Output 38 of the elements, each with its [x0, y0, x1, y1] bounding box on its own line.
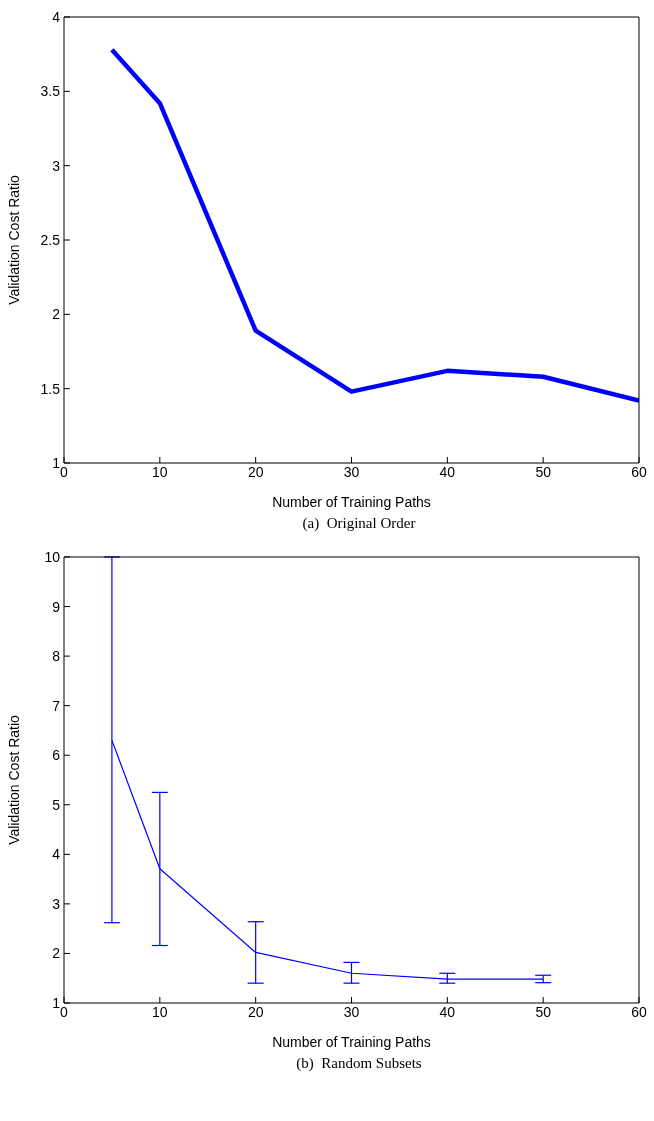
- x-tick-label: 60: [631, 1003, 647, 1020]
- y-tick-label: 1.5: [40, 380, 61, 397]
- y-axis-title: Validation Cost Ratio: [5, 174, 22, 305]
- x-tick-label: 50: [535, 463, 552, 480]
- x-axis-title: Number of Training Paths: [272, 494, 431, 510]
- y-tick-label: 10: [44, 548, 61, 565]
- x-tick-label: 30: [343, 463, 360, 480]
- x-tick-label: 30: [343, 1003, 360, 1020]
- x-tick-label: 40: [439, 1003, 456, 1020]
- y-tick-label: 2: [52, 945, 61, 962]
- y-tick-label: 5: [52, 796, 61, 813]
- y-tick-label: 3: [52, 895, 61, 912]
- y-tick-label: 7: [52, 697, 61, 714]
- y-tick-label: 8: [52, 648, 61, 665]
- x-tick-label: 10: [152, 463, 168, 480]
- y-tick-label: 3.5: [40, 83, 61, 100]
- x-tick-label: 60: [631, 463, 647, 480]
- y-tick-label: 6: [52, 747, 61, 764]
- text: (b) Random Subsets: [295, 1055, 423, 1072]
- x-tick-label: 40: [439, 463, 456, 480]
- x-tick-label: 20: [247, 463, 264, 480]
- y-tick-label: 1: [52, 994, 61, 1011]
- y-tick-label: 1: [52, 454, 61, 471]
- y-tick-label: 2.5: [40, 231, 61, 248]
- x-tick-label: 0: [60, 1003, 69, 1020]
- y-tick-label: 9: [52, 598, 61, 615]
- y-tick-label: 3: [52, 157, 61, 174]
- y-tick-label: 4: [52, 846, 61, 863]
- x-axis-title: Number of Training Paths: [272, 1034, 431, 1050]
- x-tick-label: 20: [247, 1003, 264, 1020]
- x-tick-label: 10: [152, 1003, 168, 1020]
- y-tick-label: 4: [52, 8, 61, 25]
- line-series: [109, 47, 639, 403]
- x-tick-label: 0: [60, 463, 69, 480]
- text: (a) Original Order: [301, 515, 417, 532]
- y-tick-label: 2: [52, 306, 61, 323]
- y-axis-title: Validation Cost Ratio: [5, 714, 22, 845]
- x-tick-label: 50: [535, 1003, 552, 1020]
